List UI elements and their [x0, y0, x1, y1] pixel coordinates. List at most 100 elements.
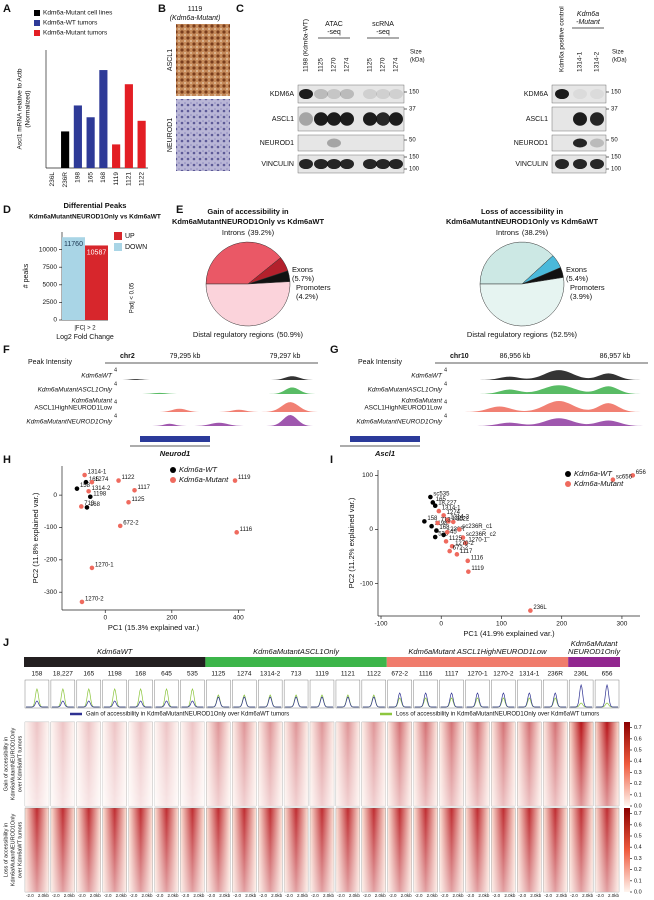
x-tick-label: -2.0	[467, 893, 475, 898]
point-label: sc236R_c2	[466, 532, 497, 538]
lane-label: 1270	[331, 57, 338, 72]
size-marker: 150	[611, 90, 622, 96]
group-label: -seq	[376, 29, 390, 36]
slice-name: Introns	[222, 228, 245, 237]
blot-band	[573, 112, 587, 126]
heatmap-fade	[76, 808, 101, 892]
heatmap-dim	[102, 808, 127, 892]
lane-label: 1314-1	[577, 51, 584, 72]
colorbar-label: 0.6	[634, 736, 642, 742]
y-axis-label: PC2 (11.2% explained var.)	[347, 497, 356, 588]
blot-band	[389, 158, 403, 170]
blot-band	[590, 158, 604, 170]
sample-label: 645	[161, 671, 172, 678]
heatmap-fade	[465, 722, 490, 806]
y-tick-label: -300	[44, 589, 57, 596]
heatmap-fade	[387, 722, 412, 806]
profile-box	[568, 679, 594, 709]
size-marker: 150	[409, 155, 420, 161]
sample-label: 713	[291, 671, 302, 678]
heatmap-dim	[439, 722, 464, 806]
sample-label: 1270-2	[493, 671, 514, 678]
profile-box	[24, 679, 50, 709]
heatmap-dim	[413, 722, 438, 806]
blot-band	[327, 138, 341, 148]
point	[435, 520, 440, 526]
sample-label: 656	[602, 671, 613, 678]
heatmap-dim	[413, 808, 438, 892]
profile-line	[129, 700, 152, 708]
point-label: 1116	[471, 555, 484, 561]
point-label: 158	[80, 483, 91, 489]
sample-label: 1116	[419, 671, 433, 678]
gene-model	[350, 436, 420, 442]
profile-line	[336, 696, 359, 708]
point-label: 165	[436, 497, 447, 503]
blot-band	[299, 88, 313, 100]
size-marker: 50	[611, 138, 618, 144]
point-label: 1198	[435, 521, 449, 527]
heatmap-fade	[154, 808, 179, 892]
heatmap-fade	[491, 808, 516, 892]
track-label: ASCL1HighNEUROD1Low	[34, 405, 112, 412]
profile-box	[283, 679, 309, 709]
point-label: 1314-2	[450, 514, 469, 520]
heatmap-dim	[335, 722, 360, 806]
point-label: 1122	[122, 475, 136, 481]
point-label: 645	[447, 529, 458, 535]
blot-band	[376, 112, 390, 126]
point	[89, 565, 95, 571]
heatmap-dim	[76, 722, 101, 806]
slice-name: Exons	[292, 265, 313, 274]
size-label: (kDa)	[410, 58, 425, 64]
coordinate-label: 79,295 kb	[170, 353, 201, 360]
panel-letter: D	[3, 204, 11, 216]
point-label: 1198	[93, 491, 107, 497]
y-tick-label: 7500	[43, 264, 58, 271]
heatmap-dim	[154, 808, 179, 892]
legend-label: Kdm6a-Mutant cell lines	[43, 10, 113, 17]
chrom-label: chr10	[450, 353, 469, 360]
slice-value: (50.9%)	[277, 330, 304, 339]
track-scale: 4	[444, 399, 447, 405]
x-axis-label: PC1 (41.9% explained var.)	[463, 629, 555, 638]
blot-band	[299, 112, 313, 126]
slice-value: (5.7%)	[292, 274, 315, 283]
point-label: 168	[90, 502, 101, 508]
slice-label: Distal regulatory regions (52.5%)	[467, 330, 578, 339]
point	[454, 552, 460, 557]
point-label: 672-2	[453, 546, 469, 552]
sample-label: 236L	[574, 671, 589, 678]
colorbar-label: 0.5	[634, 833, 642, 839]
blot-band	[590, 138, 604, 148]
y-tick-label: 100	[362, 472, 373, 479]
data-label: 11760	[64, 241, 83, 248]
sample-label: 1122	[367, 671, 381, 678]
x-tick-label: 2.0kb	[271, 893, 283, 898]
size-marker: 37	[409, 107, 416, 113]
x-tick-label: 2.0kb	[116, 893, 128, 898]
point-label: 535	[438, 532, 449, 538]
ihc-image	[176, 99, 230, 171]
track-scale: 4	[114, 381, 117, 387]
slice-name: Promoters	[570, 283, 605, 292]
coordinate-label: 86,957 kb	[600, 353, 631, 360]
x-tick-label: -2.0	[78, 893, 86, 898]
blot-band	[363, 88, 377, 100]
slice-label: Exons (5.4%)	[566, 265, 589, 283]
heatmap-dim	[128, 722, 153, 806]
x-tick-label: 1122	[138, 172, 145, 186]
x-tick-label: 300	[617, 621, 628, 628]
legend-label: Kdm6a-Mutant tumors	[43, 30, 108, 37]
bar	[124, 84, 133, 168]
track-signal	[120, 376, 318, 380]
group-label: Kdm6aMutant ASCL1HighNEUROD1Low	[408, 647, 547, 656]
profile-box	[491, 679, 516, 709]
point	[466, 569, 471, 574]
point-label: 1270-2	[455, 541, 474, 547]
size-label: (kDa)	[612, 58, 627, 64]
profile-box	[361, 679, 386, 709]
heatmap-dim	[387, 808, 412, 892]
heatmap-fade	[335, 808, 360, 892]
heatmap-fade	[310, 808, 334, 892]
